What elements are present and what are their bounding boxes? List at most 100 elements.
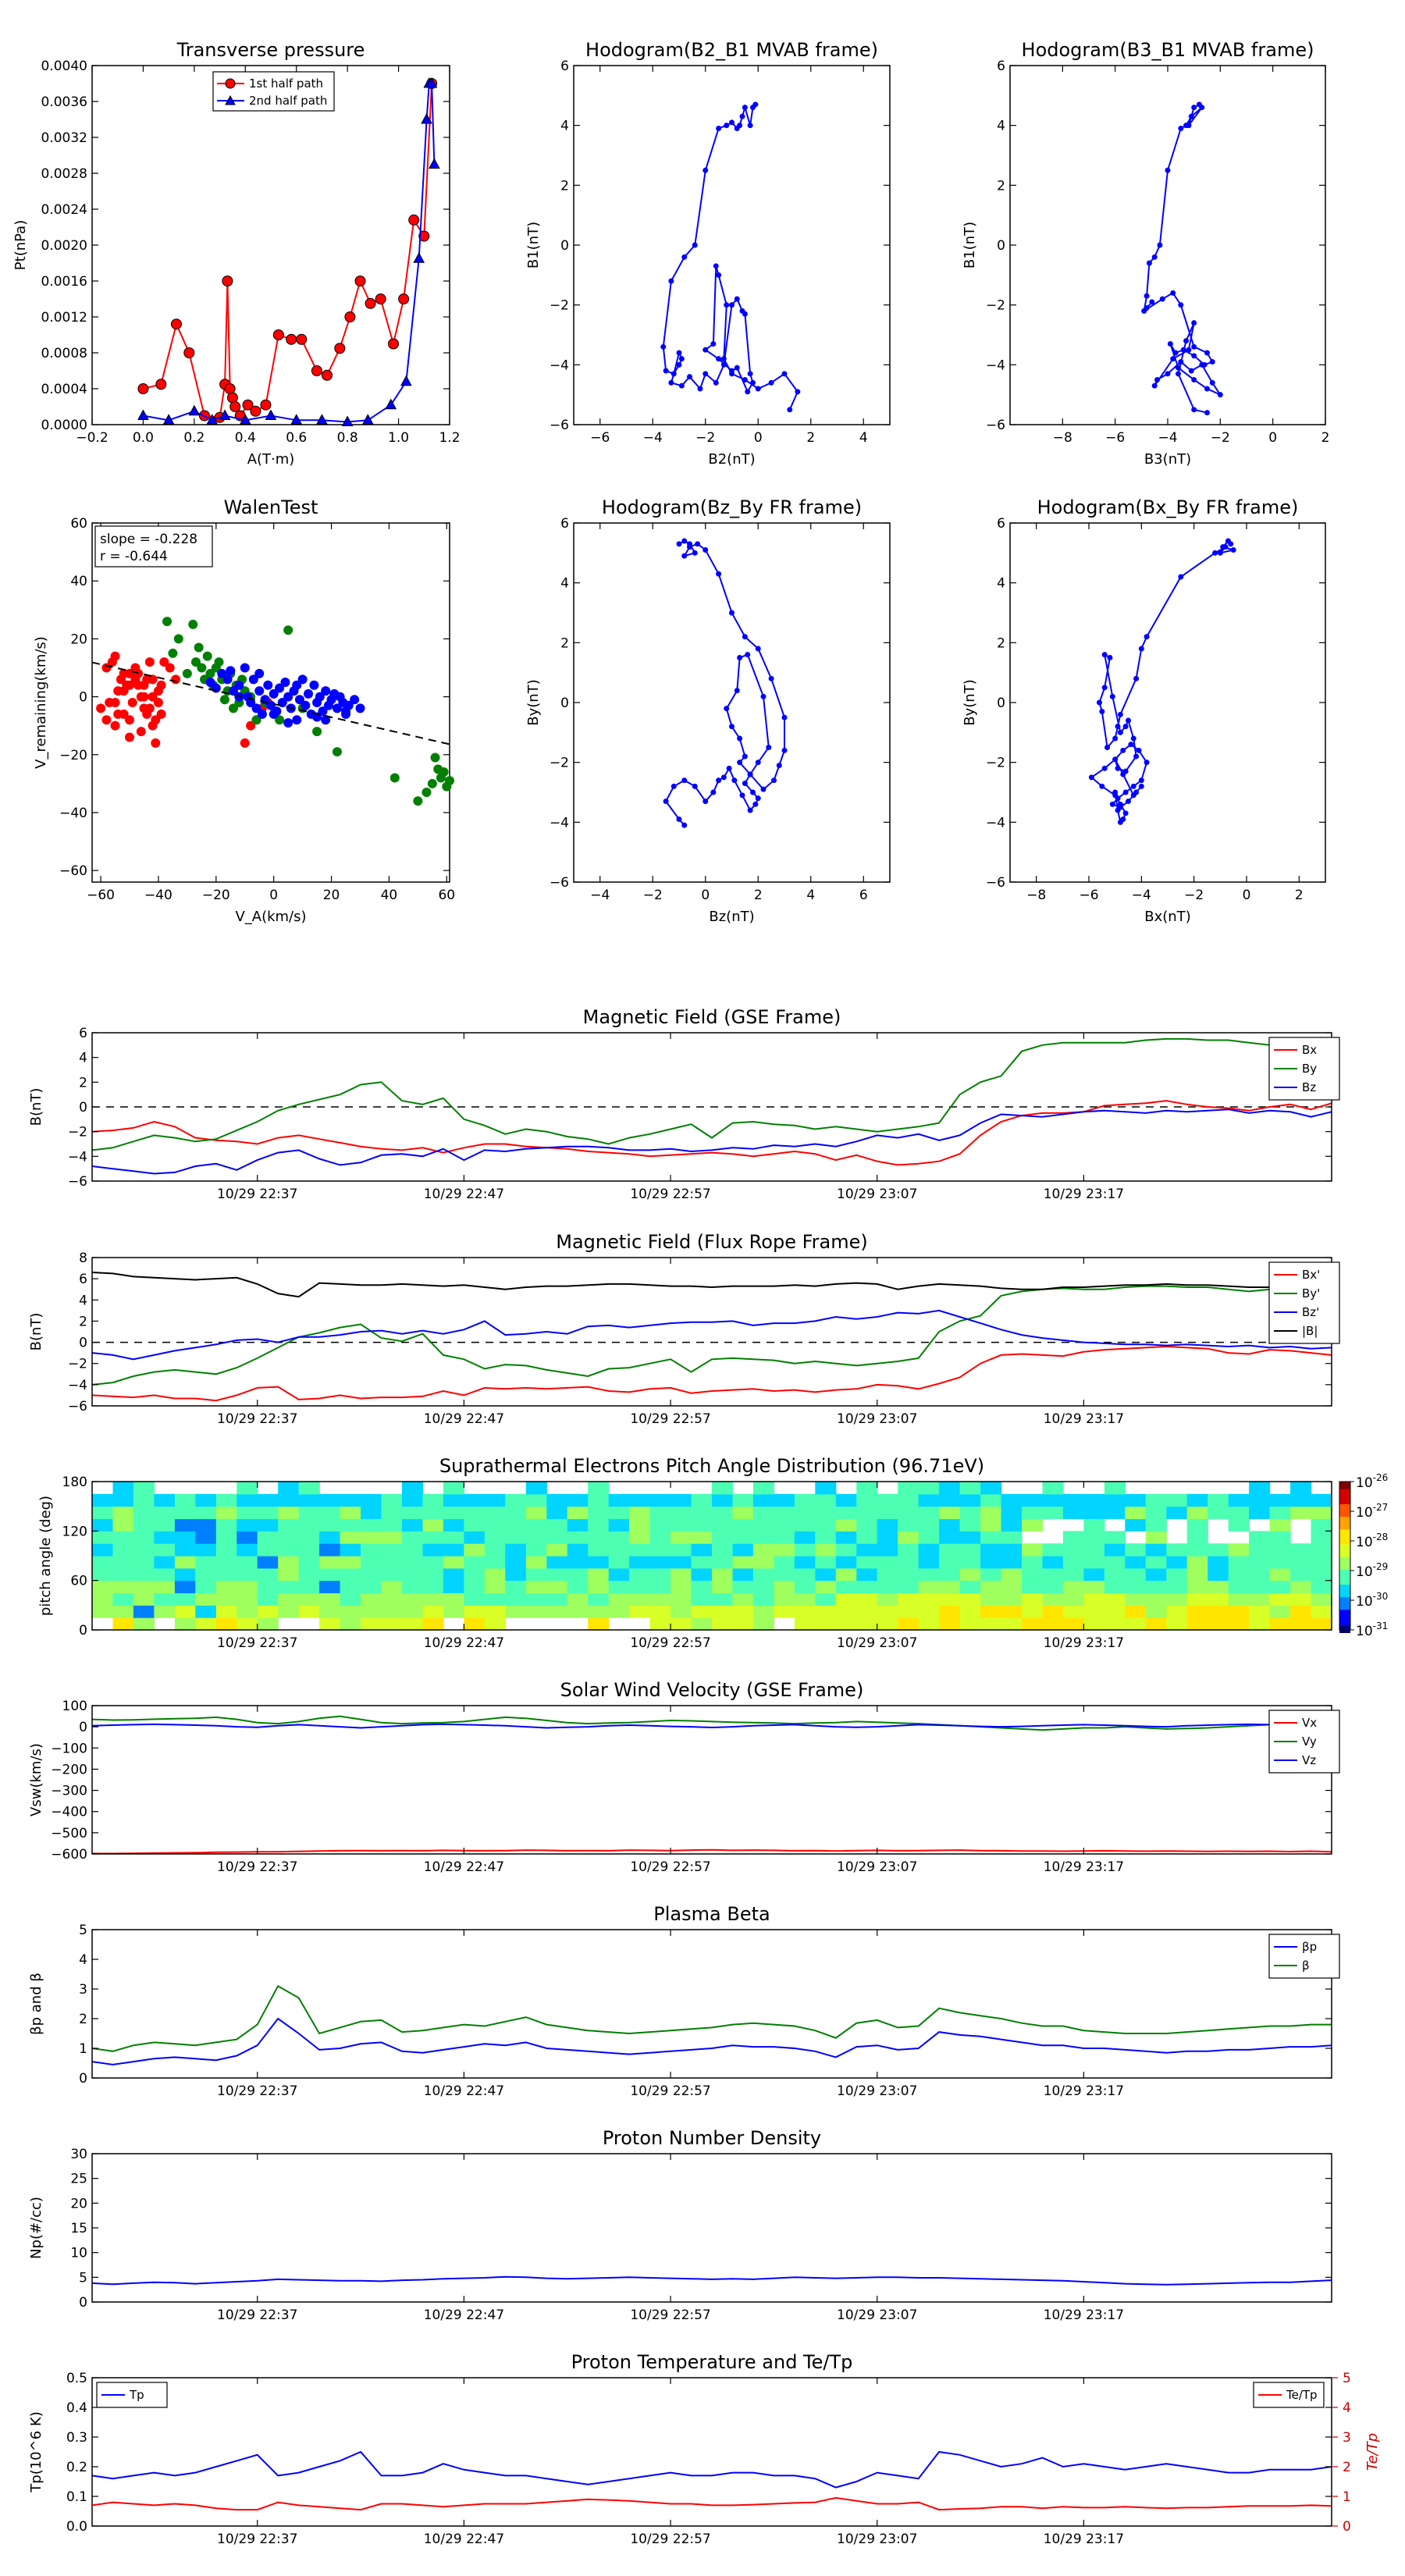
heatmap-cell <box>712 1543 734 1557</box>
colorbar-segment <box>1339 1592 1350 1596</box>
scatter-point-blue <box>318 706 328 717</box>
heatmap-cell <box>1145 1493 1167 1507</box>
legend-label: 2nd half path <box>249 94 327 108</box>
y-tick-label: 0.4 <box>66 2400 87 2416</box>
heatmap-cell <box>422 1518 444 1532</box>
heatmap-cell <box>1249 1531 1271 1544</box>
heatmap-cell <box>1186 1592 1208 1606</box>
heatmap-cell <box>774 1506 795 1520</box>
scatter-point-red <box>156 709 166 719</box>
heatmap-cell <box>1042 1506 1064 1520</box>
time-tick-label: 10/29 22:57 <box>630 1187 710 1202</box>
colorbar-segment <box>1339 1517 1350 1521</box>
heatmap-cell <box>484 1605 506 1618</box>
heatmap-cell <box>505 1493 527 1507</box>
y-tick-label: 6 <box>997 59 1005 74</box>
scatter-point-red <box>110 720 120 731</box>
heatmap-cell <box>464 1617 486 1631</box>
hodogram-point <box>724 302 730 308</box>
scatter-point-red <box>136 727 146 737</box>
heatmap-cell <box>608 1567 630 1582</box>
heatmap-cell <box>1186 1580 1208 1594</box>
heatmap-cell <box>133 1580 155 1594</box>
hodogram-point <box>1230 547 1236 553</box>
heatmap-cell <box>794 1605 816 1618</box>
heatmap-cell <box>794 1531 816 1544</box>
series-line-Bx' <box>91 1345 1332 1402</box>
heatmap-cell <box>1083 1518 1105 1532</box>
heatmap-cell <box>402 1493 424 1507</box>
y-tick-label: 0.5 <box>66 2371 87 2386</box>
hodogram-point <box>678 356 685 362</box>
heatmap-cell <box>1104 1482 1126 1495</box>
scatter-point-red <box>240 738 250 748</box>
heatmap-cell <box>546 1518 568 1532</box>
heatmap-cell <box>1083 1580 1105 1594</box>
x-tick-label: 2 <box>1321 430 1330 446</box>
heatmap-cell <box>361 1580 382 1594</box>
hodogram-point <box>670 783 677 789</box>
chart-hodogram-bx-by: Hodogram(Bx_By FR frame) −6 −4 −2 0 2 4 6 −8 −6 −4… <box>962 496 1326 925</box>
hodogram-point <box>750 105 756 111</box>
scatter-point-red <box>96 703 106 713</box>
colorbar-segment <box>1339 1579 1350 1583</box>
heatmap-cell <box>629 1543 651 1557</box>
colorbar-segment <box>1339 1554 1350 1558</box>
heatmap-cell <box>237 1556 258 1569</box>
heatmap-cell <box>898 1518 919 1532</box>
heatmap-cell <box>959 1543 981 1557</box>
hodogram-point <box>734 688 740 694</box>
chart-magnetic-field-gse: Magnetic Field (GSE Frame) −6 −4 −2 0 2 4 6 10/2… <box>28 1006 1340 1202</box>
y-tick-label: −6 <box>68 1399 87 1414</box>
colorbar-segment <box>1339 1507 1350 1510</box>
heatmap-cell <box>794 1556 816 1569</box>
heatmap-cell <box>443 1556 464 1569</box>
time-tick-label: 10/29 22:47 <box>424 1411 504 1427</box>
y-tick-label: −2 <box>986 756 1005 771</box>
heatmap-cell <box>464 1580 486 1594</box>
y-tick-label: −60 <box>59 863 87 879</box>
heatmap-cell <box>1022 1592 1044 1606</box>
hodogram-point <box>681 822 688 828</box>
heatmap-cell <box>1166 1617 1188 1631</box>
heatmap-cell <box>588 1556 610 1569</box>
colorbar-segment <box>1339 1597 1350 1601</box>
heatmap-cell <box>257 1531 279 1544</box>
legend-label: Bx' <box>1302 1268 1320 1282</box>
heatmap-cell <box>752 1617 774 1631</box>
heatmap-cell <box>980 1556 1002 1569</box>
colorbar-segment <box>1339 1552 1350 1556</box>
colorbar-tick-base: 10 <box>1356 1594 1373 1610</box>
heatmap-cell <box>1208 1617 1229 1631</box>
heatmap-cell <box>732 1605 754 1618</box>
heatmap-cell <box>980 1605 1002 1618</box>
heatmap-cell <box>939 1518 961 1532</box>
heatmap-cell <box>1022 1617 1044 1631</box>
colorbar-segment <box>1339 1614 1350 1618</box>
scatter-point-red <box>148 692 158 702</box>
colorbar-tick-label: 10-27 <box>1356 1502 1388 1521</box>
scatter-point-blue <box>254 668 265 678</box>
heatmap-cell <box>257 1617 279 1631</box>
y-tick-label: −2 <box>986 298 1005 314</box>
colorbar-segment <box>1339 1594 1350 1598</box>
hodogram-point <box>1117 711 1123 717</box>
heatmap-cell <box>898 1556 919 1569</box>
heatmap-cell <box>959 1592 981 1606</box>
hodogram-point <box>716 571 722 577</box>
y-tick-label: 30 <box>70 2147 87 2162</box>
scatter-point-green <box>197 663 207 673</box>
hodogram-point <box>737 655 743 660</box>
hodogram-point <box>702 547 709 553</box>
time-tick-label: 10/29 23:07 <box>837 2083 917 2099</box>
heatmap-cell <box>215 1605 237 1618</box>
colorbar-segment <box>1339 1539 1350 1543</box>
heatmap-cell <box>1022 1493 1044 1507</box>
heatmap-cell <box>1166 1592 1188 1606</box>
colorbar-segment <box>1339 1521 1350 1525</box>
x-tick-label: 2 <box>754 888 763 903</box>
heatmap-cell <box>712 1592 734 1606</box>
heatmap-cell <box>464 1592 486 1606</box>
colorbar-segment <box>1339 1509 1350 1513</box>
heatmap-cell <box>174 1531 196 1544</box>
